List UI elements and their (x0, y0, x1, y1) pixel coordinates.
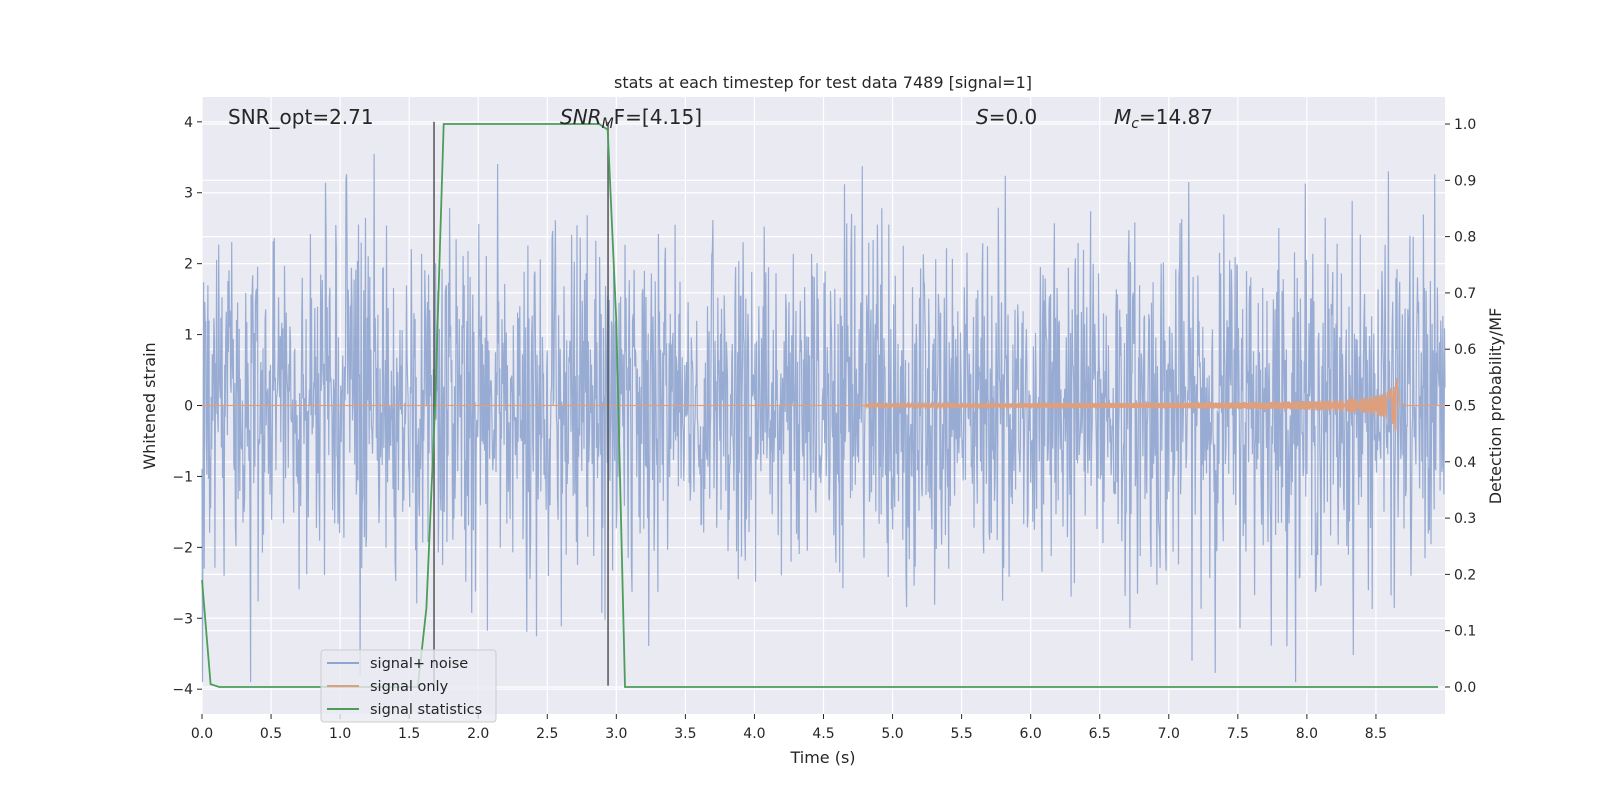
x-tick-label-15: 7.5 (1227, 726, 1249, 742)
y2-tick-label-10: 0.0 (1454, 680, 1476, 696)
x-tick-label-12: 6.0 (1020, 726, 1042, 742)
y-tick-label-8: −4 (172, 682, 193, 698)
y2-tick-label-9: 0.1 (1454, 624, 1476, 640)
y-axis-label: Whitened strain (140, 342, 159, 469)
y-ticks: 4 3 2 1 0 −1 −2 −3 −4 (172, 115, 202, 698)
signal-statistics-line (201, 123, 1439, 688)
chart-title: stats at each timestep for test data 748… (614, 73, 1032, 92)
x-tick-label-3: 1.5 (398, 726, 420, 742)
y2-tick-label-0: 1.0 (1454, 117, 1476, 133)
x-tick-label-7: 3.5 (674, 726, 696, 742)
x-axis-label: Time (s) (789, 748, 855, 767)
x-tick-label-13: 6.5 (1089, 726, 1111, 742)
mc-sub: c (1131, 116, 1139, 132)
y-tick-label-7: −3 (172, 611, 193, 627)
x-tick-label-6: 3.0 (605, 726, 627, 742)
y2-tick-label-8: 0.2 (1454, 567, 1476, 583)
snr-mf-tail: F=[4.15] (614, 105, 702, 129)
y2-axis-label: Detection probability/MF (1486, 308, 1505, 505)
y2-tick-label-6: 0.4 (1454, 455, 1476, 471)
x-tick-label-8: 4.0 (743, 726, 765, 742)
x-tick-label-17: 8.5 (1365, 726, 1387, 742)
x-tick-label-10: 5.0 (881, 726, 903, 742)
x-ticks: 0.0 0.5 1.0 1.5 2.0 2.5 3.0 3.5 4.0 4.5 5.0 5.5 6.0 6… (191, 714, 1387, 742)
x-tick-label-0: 0.0 (191, 726, 213, 742)
x-tick-label-14: 7.0 (1158, 726, 1180, 742)
series-signal-only (202, 377, 1445, 432)
y-tick-label-6: −2 (172, 540, 193, 556)
s-var: S (976, 105, 989, 129)
s-val: =0.0 (989, 105, 1038, 129)
y-tick-label-1: 3 (184, 186, 193, 202)
legend-box (320, 649, 497, 723)
y2-tick-label-1: 0.9 (1454, 173, 1476, 189)
y2-ticks: 1.0 0.9 0.8 0.7 0.6 0.5 0.4 0.3 0.2 0.1 0.0 (1445, 117, 1476, 696)
x-tick-label-4: 2.0 (467, 726, 489, 742)
legend-label-signal-only: signal only (370, 679, 449, 695)
y2-tick-label-4: 0.6 (1454, 342, 1476, 358)
snr-mf-base: SNR (560, 105, 602, 129)
mc-base: M (1114, 105, 1131, 129)
snr-mf-sub: M (602, 116, 614, 132)
x-tick-label-16: 8.0 (1296, 726, 1318, 742)
annotation-mc: Mc=14.87 (1114, 105, 1213, 132)
vertical-markers (433, 121, 609, 686)
x-tick-label-11: 5.5 (950, 726, 972, 742)
y2-tick-label-5: 0.5 (1454, 399, 1476, 415)
series-signal-statistics (201, 123, 1439, 688)
y-tick-label-0: 4 (184, 115, 193, 131)
y2-tick-label-7: 0.3 (1454, 511, 1476, 527)
x-tick-label-2: 1.0 (329, 726, 351, 742)
signal-only-line (202, 377, 1445, 432)
x-tick-label-5: 2.5 (536, 726, 558, 742)
legend-label-signal-statistics: signal statistics (370, 702, 482, 718)
y2-tick-label-3: 0.7 (1454, 286, 1476, 302)
annotation-snr-opt: SNR_opt=2.71 (228, 105, 374, 129)
mc-val: =14.87 (1139, 105, 1213, 129)
y-tick-label-2: 2 (184, 257, 193, 273)
x-tick-label-1: 0.5 (260, 726, 282, 742)
y-tick-label-3: 1 (184, 328, 193, 344)
legend-label-signal-noise: signal+ noise (370, 656, 468, 672)
annotation-snr-mf: SNRMF=[4.15] (560, 105, 702, 132)
legend: signal+ noise signal only signal statist… (320, 649, 497, 723)
y-tick-label-4: 0 (184, 399, 193, 415)
y2-tick-label-2: 0.8 (1454, 230, 1476, 246)
y-tick-label-5: −1 (172, 469, 193, 485)
annotation-s: S=0.0 (976, 105, 1037, 129)
x-tick-label-9: 4.5 (812, 726, 834, 742)
